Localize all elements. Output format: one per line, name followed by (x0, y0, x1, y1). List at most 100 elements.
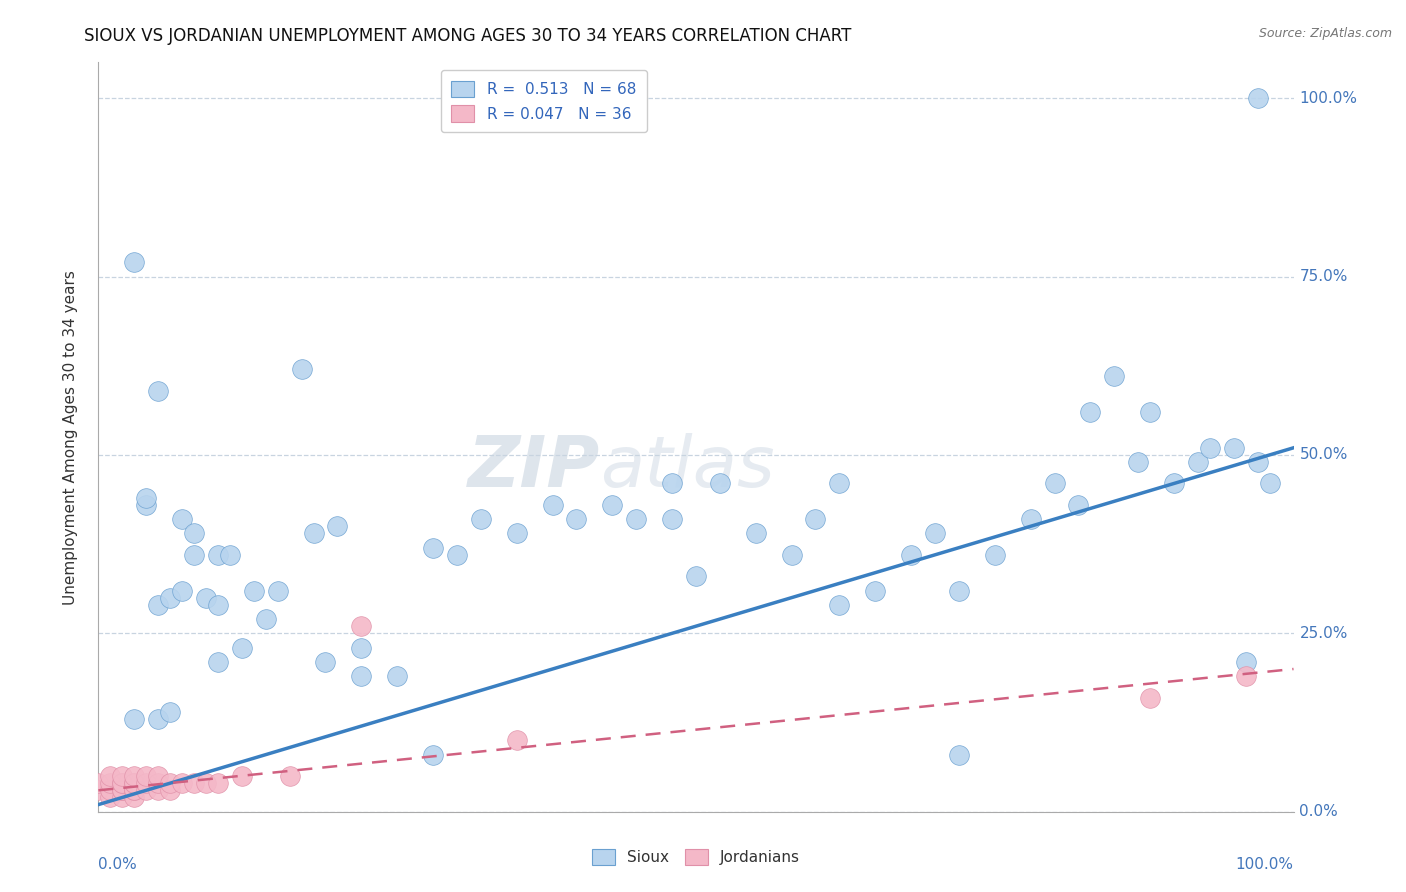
Point (135, 776, 157, 790)
Point (350, 640, 373, 655)
Point (1128, 455, 1150, 469)
Point (172, 583, 194, 598)
Point (148, 384, 170, 398)
Point (1234, 655, 1257, 669)
Point (124, 776, 146, 790)
Point (302, 526, 325, 541)
Point (219, 548, 242, 562)
Point (1247, 91, 1270, 105)
Point (243, 583, 266, 598)
Point (948, 583, 970, 598)
Point (948, 747, 970, 762)
Point (231, 769, 253, 783)
Point (111, 783, 134, 797)
Point (470, 512, 492, 526)
Point (98, 790, 122, 805)
Text: SIOUX VS JORDANIAN UNEMPLOYMENT AMONG AGES 30 TO 34 YEARS CORRELATION CHART: SIOUX VS JORDANIAN UNEMPLOYMENT AMONG AG… (84, 27, 852, 45)
Text: 0.0%: 0.0% (98, 856, 138, 871)
Point (1139, 405, 1161, 419)
Point (124, 790, 146, 805)
Point (254, 612, 277, 626)
Point (183, 776, 205, 790)
Text: Source: ZipAtlas.com: Source: ZipAtlas.com (1258, 27, 1392, 40)
Point (865, 583, 887, 598)
Text: 25.0%: 25.0% (1299, 626, 1348, 640)
Point (148, 776, 170, 790)
Point (924, 526, 946, 541)
Point (1067, 498, 1090, 512)
Point (685, 569, 707, 583)
Point (135, 498, 157, 512)
Point (87, 776, 110, 790)
Point (124, 776, 146, 790)
Legend: Sioux, Jordanians: Sioux, Jordanians (586, 843, 806, 871)
Point (111, 776, 134, 790)
Point (1163, 476, 1185, 491)
Point (135, 783, 157, 797)
Point (1258, 476, 1281, 491)
Point (98, 783, 122, 797)
Point (804, 512, 827, 526)
Point (183, 548, 205, 562)
Point (148, 712, 170, 726)
Point (98, 769, 122, 783)
Point (135, 769, 157, 783)
Point (124, 769, 146, 783)
Text: 50.0%: 50.0% (1299, 448, 1348, 462)
Point (1080, 405, 1102, 419)
Point (172, 776, 194, 790)
Text: 100.0%: 100.0% (1299, 91, 1358, 105)
Point (315, 655, 337, 669)
Point (1043, 476, 1066, 491)
Point (207, 598, 229, 612)
Text: 75.0%: 75.0% (1299, 269, 1348, 284)
Point (183, 526, 205, 541)
Point (111, 769, 134, 783)
Point (98, 776, 122, 790)
Point (124, 783, 146, 797)
Point (124, 712, 146, 726)
Text: atlas: atlas (600, 433, 775, 501)
Point (565, 512, 588, 526)
Point (148, 783, 170, 797)
Point (506, 733, 529, 747)
Point (1247, 455, 1270, 469)
Point (626, 512, 648, 526)
Point (159, 591, 181, 605)
Point (350, 619, 373, 633)
Point (172, 512, 194, 526)
Point (87, 783, 110, 797)
Point (1104, 369, 1126, 384)
Point (159, 783, 181, 797)
Point (745, 526, 768, 541)
Point (828, 476, 851, 491)
Point (828, 598, 851, 612)
Point (207, 548, 229, 562)
Point (1199, 441, 1222, 455)
Point (124, 783, 146, 797)
Point (148, 598, 170, 612)
Point (506, 526, 529, 541)
Point (111, 783, 134, 797)
Point (1223, 441, 1246, 455)
Point (195, 776, 218, 790)
Text: 100.0%: 100.0% (1236, 856, 1294, 871)
Point (709, 476, 731, 491)
Point (661, 512, 683, 526)
Point (446, 548, 468, 562)
Point (1019, 512, 1042, 526)
Point (1187, 455, 1209, 469)
Point (385, 669, 409, 683)
Point (326, 519, 349, 533)
Text: ZIP: ZIP (468, 433, 600, 501)
Point (1139, 690, 1161, 705)
Point (422, 747, 444, 762)
Point (207, 655, 229, 669)
Point (135, 491, 157, 505)
Text: 0.0%: 0.0% (1299, 805, 1339, 819)
Point (661, 476, 683, 491)
Y-axis label: Unemployment Among Ages 30 to 34 years: Unemployment Among Ages 30 to 34 years (63, 269, 77, 605)
Point (780, 548, 803, 562)
Point (422, 541, 444, 555)
Point (291, 362, 314, 376)
